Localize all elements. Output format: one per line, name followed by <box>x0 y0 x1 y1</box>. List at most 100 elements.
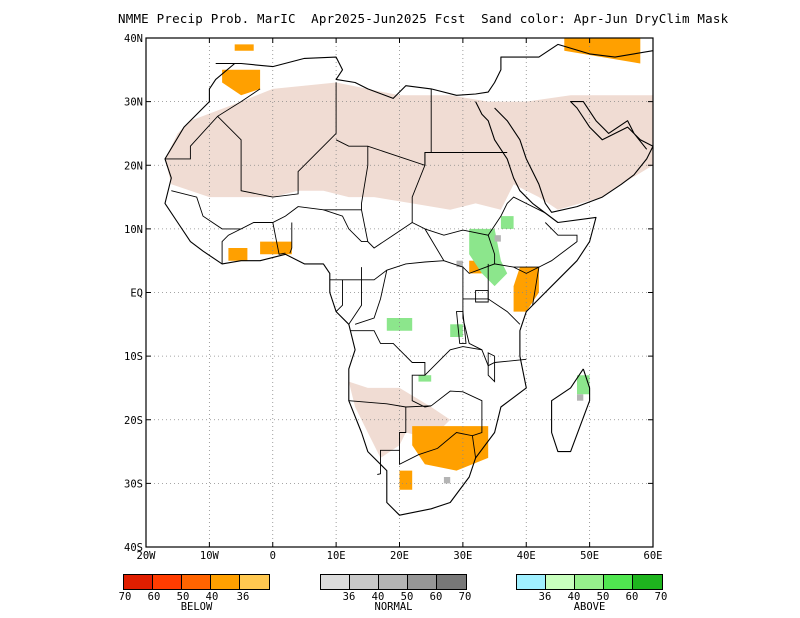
x-tick-label: 10E <box>327 550 346 562</box>
x-tick-label: 30E <box>453 550 472 562</box>
coast-line-0 <box>215 43 653 99</box>
border-line-26 <box>462 298 521 325</box>
below-normal-area-0 <box>222 69 261 96</box>
border-line-13 <box>323 209 368 243</box>
x-tick-label: 40E <box>517 550 536 562</box>
legend-above-tick: 70 <box>654 591 668 603</box>
below-normal-area-4 <box>260 241 292 255</box>
border-line-15 <box>329 267 362 281</box>
border-line-7 <box>487 235 496 264</box>
border-line-0 <box>165 88 261 160</box>
legend-normal-tick: 36 <box>342 591 356 603</box>
x-tick-label: 60E <box>644 550 663 562</box>
y-tick-label: 30N <box>124 97 143 109</box>
above-normal-area-3 <box>386 318 413 331</box>
legend-above-swatch-4 <box>633 575 662 589</box>
border-line-8 <box>513 222 578 274</box>
legend-below-tick: 70 <box>118 591 132 603</box>
legend-normal-swatch-2 <box>379 575 408 589</box>
coast-line-1 <box>164 63 597 516</box>
legend-below-ticks: 70 60 50 40 36 <box>119 590 270 603</box>
dry-climate-mask-layer <box>165 82 653 458</box>
below-normal-layer <box>222 38 641 490</box>
legend-above-swatch-3 <box>604 575 633 589</box>
above-normal-area-4 <box>577 375 590 395</box>
border-line-6 <box>424 196 546 236</box>
coastline <box>164 43 653 516</box>
legend-below-tick: 60 <box>147 591 161 603</box>
y-tick-label: 40N <box>124 33 143 45</box>
lake-outline-1 <box>456 311 467 344</box>
legend-below-label: BELOW <box>180 601 213 613</box>
legend-normal: 36 40 50 60 70 NORMAL <box>320 574 472 613</box>
y-tick-label: 20N <box>124 160 143 172</box>
border-line-12 <box>289 222 293 254</box>
legend-above-ticks: 36 40 50 60 70 <box>516 590 668 603</box>
map-title: NMME Precip Prob. MarIC Apr2025-Jun2025 … <box>118 11 729 26</box>
legend-below-swatch-1 <box>153 575 182 589</box>
border-line-5 <box>411 152 426 223</box>
legend-normal-ticks: 36 40 50 60 70 <box>320 590 472 603</box>
dry-mask-area-1 <box>348 381 451 458</box>
legend-normal-tick: 70 <box>458 591 472 603</box>
border-line-17 <box>348 279 362 325</box>
lake-outline-0 <box>475 290 489 303</box>
border-line-18 <box>354 270 388 325</box>
y-tick-label: 30S <box>124 478 143 490</box>
legend-normal-colorbar <box>320 574 467 590</box>
legend-below-swatch-0 <box>124 575 153 589</box>
x-tick-label: 20W <box>137 550 157 562</box>
legend-below-tick: 50 <box>176 591 190 603</box>
border-line-9 <box>171 190 362 230</box>
border-line-23 <box>430 390 483 437</box>
legend-normal-swatch-3 <box>408 575 437 589</box>
y-tick-label: 10S <box>124 351 143 363</box>
x-tick-label: 10W <box>200 550 220 562</box>
coast-line-2 <box>494 101 653 213</box>
border-line-16 <box>335 279 343 312</box>
below-normal-area-1 <box>234 44 254 51</box>
lake-outline-2 <box>487 352 496 383</box>
border-line-25 <box>462 298 483 351</box>
above-normal-area-5 <box>418 375 432 382</box>
legend-above-colorbar <box>516 574 663 590</box>
legend-normal-tick: 50 <box>400 591 414 603</box>
legend-above-tick: 60 <box>625 591 639 603</box>
below-normal-area-5 <box>513 267 539 312</box>
above-normal-area-2 <box>450 324 463 337</box>
border-line-19 <box>350 330 432 408</box>
normal-area-3 <box>443 477 451 484</box>
border-line-24 <box>424 346 527 376</box>
legend-above-tick: 50 <box>596 591 610 603</box>
legend-below-swatch-4 <box>240 575 269 589</box>
border-line-14 <box>361 260 444 281</box>
border-line-10 <box>221 228 242 264</box>
x-tick-label: 50E <box>580 550 599 562</box>
y-tick-label: 20S <box>124 415 143 427</box>
below-normal-area-8 <box>399 470 413 490</box>
above-normal-layer <box>386 216 590 395</box>
y-tick-label: EQ <box>130 288 143 300</box>
above-normal-area-0 <box>469 228 508 287</box>
dry-mask-area-0 <box>165 82 653 210</box>
x-tick-label: 0 <box>270 550 276 562</box>
x-tick-label: 20E <box>390 550 409 562</box>
border-line-11 <box>272 222 286 255</box>
legend-above-label: ABOVE <box>573 601 606 613</box>
legend-above: 36 40 50 60 70 ABOVE <box>516 574 668 613</box>
legend-normal-swatch-0 <box>321 575 350 589</box>
normal-area-1 <box>494 235 501 242</box>
legend-normal-swatch-4 <box>437 575 466 589</box>
legend-below-tick: 40 <box>205 591 219 603</box>
above-normal-area-1 <box>500 216 514 229</box>
legend-above-swatch-1 <box>546 575 575 589</box>
legend-below-tick: 36 <box>236 591 250 603</box>
below-normal-area-2 <box>564 38 641 64</box>
legend-normal-label: NORMAL <box>374 601 413 613</box>
legend-normal-tick: 60 <box>429 591 443 603</box>
y-tick-label: 40S <box>124 542 143 554</box>
below-normal-area-7 <box>412 426 489 471</box>
normal-area-2 <box>577 394 584 401</box>
legend-below-swatch-3 <box>211 575 240 589</box>
coast-line-3 <box>551 368 591 453</box>
